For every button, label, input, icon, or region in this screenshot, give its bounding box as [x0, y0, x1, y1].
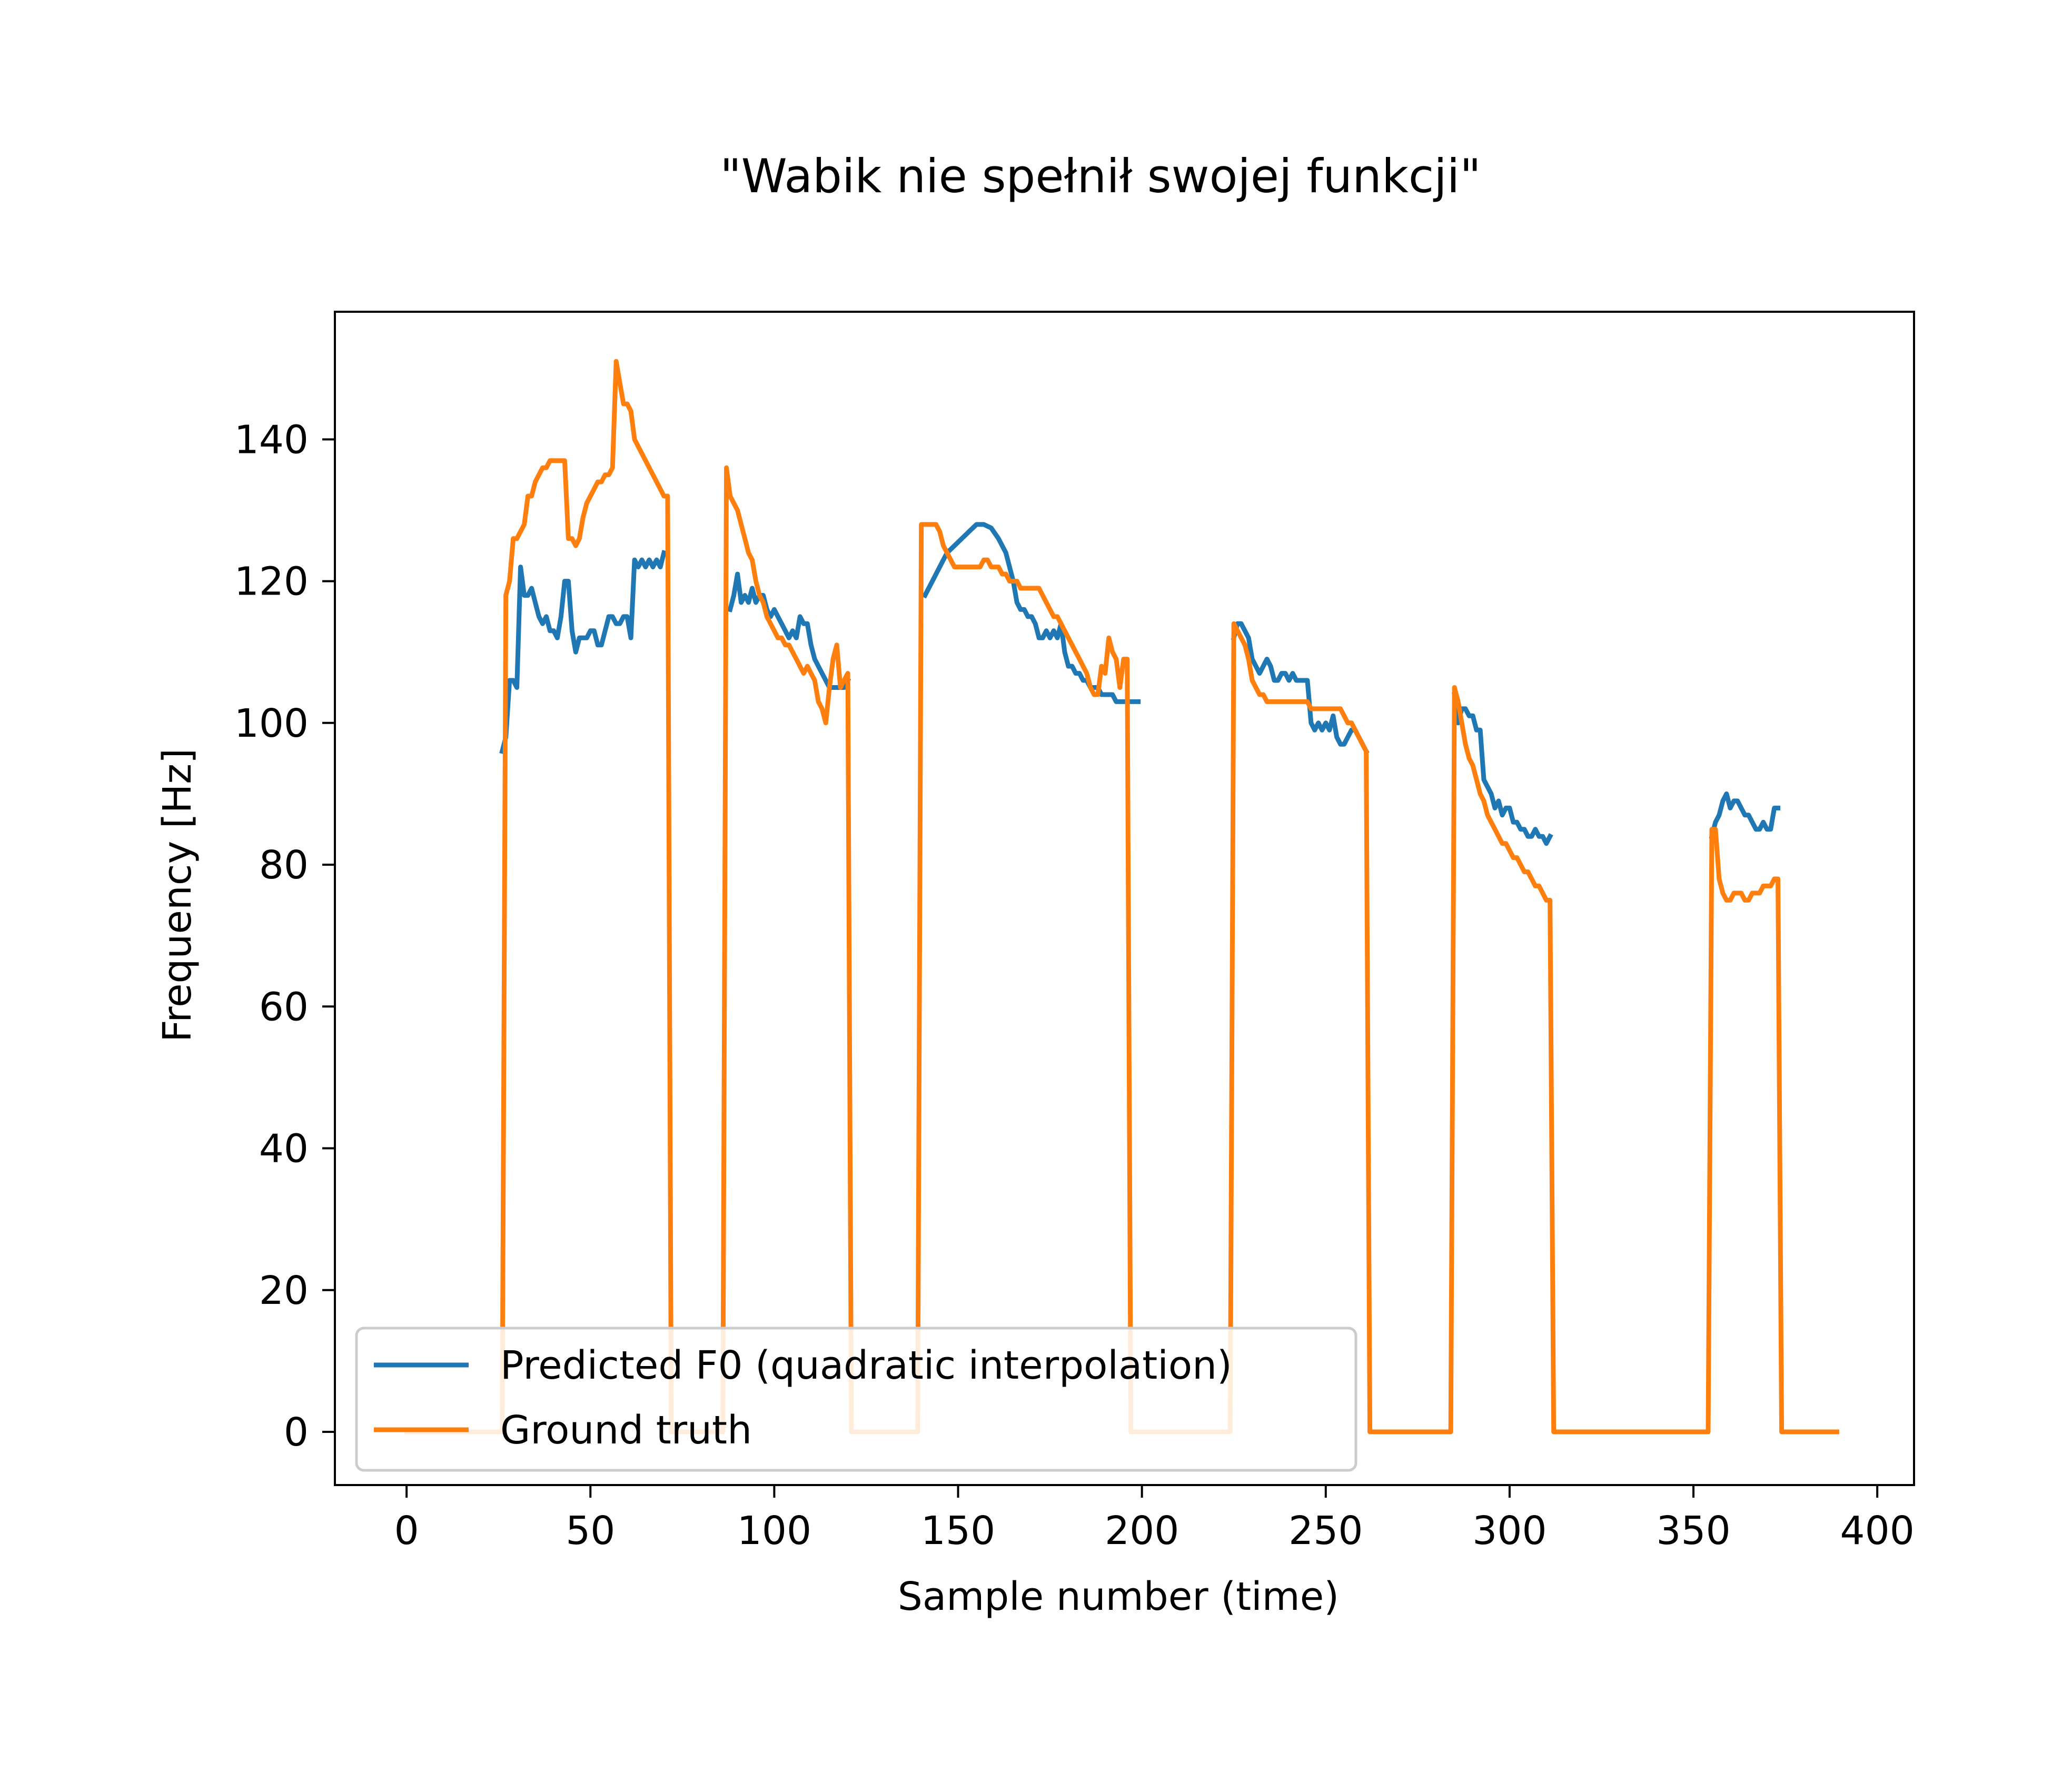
x-tick-label: 100 — [737, 1508, 811, 1554]
x-tick-label: 350 — [1656, 1508, 1730, 1554]
y-tick-label: 120 — [234, 559, 309, 605]
series-0-segment-5 — [1709, 791, 1781, 839]
x-tick-label: 300 — [1472, 1508, 1546, 1554]
y-tick-label: 20 — [259, 1268, 309, 1313]
series-1 — [404, 359, 1839, 1434]
y-tick-label: 100 — [234, 701, 309, 746]
y-tick-label: 0 — [284, 1410, 309, 1455]
series-1-segment-0 — [404, 359, 1839, 1434]
chart-title: "Wabik nie spełnił swojej funkcji" — [720, 149, 1481, 203]
x-axis: 0 50 100 150 200 250 300 350 400 — [394, 1485, 1915, 1554]
x-tick-label: 250 — [1288, 1508, 1363, 1554]
y-tick-label: 140 — [234, 417, 309, 462]
legend: Predicted F0 (quadratic interpolation) G… — [355, 1327, 1357, 1472]
x-tick-label: 150 — [921, 1508, 995, 1554]
series-0 — [499, 522, 1781, 846]
series-0-segment-3 — [1231, 621, 1370, 755]
x-axis-label: Sample number (time) — [898, 1574, 1339, 1619]
plot-frame — [334, 311, 1915, 1486]
plot-area — [334, 311, 1915, 1486]
x-tick-label: 200 — [1105, 1508, 1179, 1554]
x-tick-label: 400 — [1840, 1508, 1915, 1554]
y-tick-label: 60 — [259, 984, 309, 1030]
y-axis-label: Frequency [Hz] — [155, 748, 200, 1042]
series-0-segment-2 — [921, 522, 1141, 704]
legend-label-ground-truth: Ground truth — [500, 1408, 752, 1453]
legend-label-predicted: Predicted F0 (quadratic interpolation) — [500, 1343, 1232, 1388]
x-tick-label: 0 — [394, 1508, 419, 1554]
y-axis: 0 20 40 60 80 100 120 140 — [234, 417, 335, 1455]
legend-box — [355, 1327, 1357, 1472]
y-tick-label: 80 — [259, 843, 309, 888]
x-tick-label: 50 — [566, 1508, 615, 1554]
series-0-segment-4 — [1452, 691, 1553, 846]
series-0-segment-0 — [499, 550, 667, 755]
y-tick-label: 40 — [259, 1126, 309, 1172]
